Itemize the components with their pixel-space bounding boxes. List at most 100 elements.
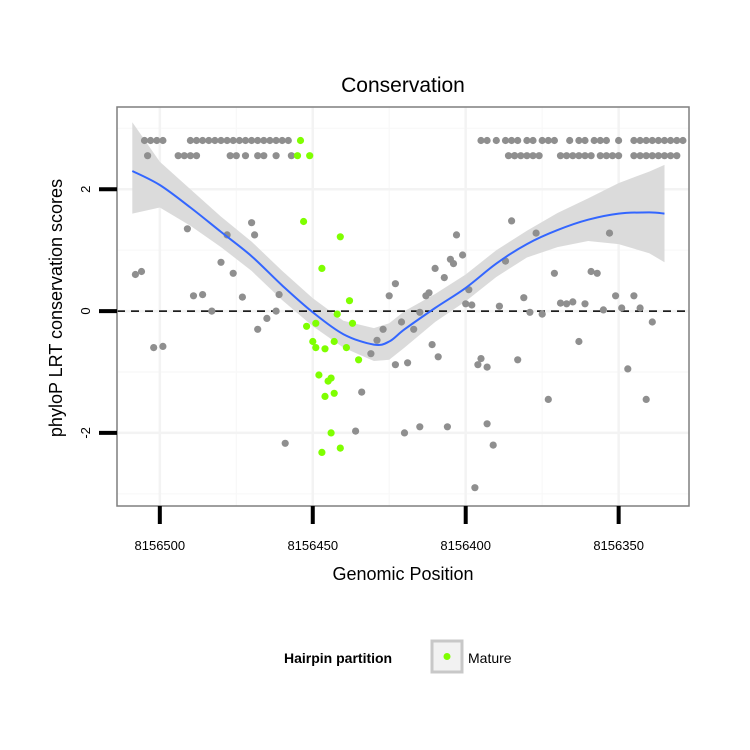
mature-point — [312, 344, 320, 352]
loess-smooth-line — [131, 170, 665, 346]
other-point — [615, 136, 623, 145]
legend-key-mature-point — [443, 653, 451, 660]
other-point — [673, 152, 681, 160]
other-point — [150, 344, 158, 352]
mature-point — [327, 429, 335, 437]
other-point — [404, 359, 412, 367]
other-point — [180, 152, 188, 160]
other-point — [263, 314, 271, 322]
other-point — [608, 152, 617, 160]
other-point — [208, 307, 216, 315]
legend-label-mature: Mature — [468, 650, 512, 666]
y-tick-label: 0 — [78, 307, 93, 314]
other-point — [636, 152, 644, 160]
other-point — [587, 152, 595, 160]
other-point — [654, 152, 663, 160]
mature-point — [333, 310, 341, 318]
other-point — [489, 441, 497, 449]
other-point — [517, 152, 525, 160]
other-point — [602, 136, 611, 145]
other-point — [468, 301, 476, 309]
panel-border — [116, 106, 690, 507]
other-point — [254, 152, 262, 160]
other-point — [284, 136, 292, 145]
other-point — [538, 136, 546, 145]
other-point — [593, 269, 601, 277]
other-point — [223, 136, 231, 145]
other-point — [529, 152, 537, 160]
other-point — [251, 231, 259, 239]
other-point — [474, 361, 482, 369]
other-point — [459, 251, 467, 259]
other-point — [544, 395, 552, 403]
other-point — [248, 136, 256, 145]
other-point — [556, 152, 565, 160]
mature-point — [336, 444, 344, 452]
other-point — [266, 136, 274, 145]
other-point — [462, 300, 470, 308]
legend-key-box — [430, 639, 464, 674]
other-point — [648, 136, 656, 145]
other-point — [642, 152, 650, 160]
other-point — [192, 136, 201, 145]
other-point — [504, 152, 513, 160]
other-point — [431, 264, 439, 272]
mature-point — [330, 389, 338, 397]
other-point — [272, 152, 280, 160]
other-point — [226, 152, 234, 160]
other-point — [174, 152, 182, 160]
confidence-ribbon — [132, 122, 665, 361]
chart-title: Conservation — [341, 74, 465, 97]
other-point — [477, 355, 485, 363]
other-point — [278, 136, 286, 145]
x-tick-label: 8156450 — [287, 538, 338, 553]
mature-point — [318, 264, 326, 272]
other-point — [183, 225, 191, 233]
other-point — [159, 136, 167, 145]
other-point — [535, 152, 543, 160]
mature-point — [336, 233, 344, 241]
mature-point — [300, 217, 308, 226]
other-point — [241, 152, 250, 160]
other-point — [495, 302, 503, 310]
other-point — [636, 304, 644, 312]
mature-point — [324, 377, 332, 385]
other-point — [373, 336, 381, 344]
other-point — [605, 229, 614, 237]
other-point — [590, 136, 598, 145]
other-point — [566, 136, 574, 145]
other-point — [615, 152, 623, 160]
other-point — [358, 388, 366, 396]
other-point — [205, 136, 213, 145]
other-point — [367, 350, 375, 358]
other-point — [192, 152, 201, 160]
other-point — [556, 299, 565, 307]
other-point — [248, 219, 256, 227]
other-point — [379, 325, 387, 333]
other-point — [532, 229, 540, 237]
other-point — [575, 337, 583, 346]
other-point — [391, 280, 399, 288]
other-point — [352, 427, 360, 435]
other-point — [523, 152, 531, 160]
other-point — [563, 300, 571, 308]
x-tick-label: 8156500 — [135, 538, 186, 553]
other-point — [449, 260, 458, 268]
other-point — [648, 152, 656, 160]
other-points — [131, 136, 687, 492]
other-point — [186, 152, 194, 160]
other-point — [199, 291, 207, 299]
other-point — [523, 136, 531, 145]
other-point — [630, 152, 638, 160]
other-point — [281, 439, 289, 447]
mature-point — [306, 152, 314, 160]
other-point — [581, 152, 589, 160]
other-point — [596, 136, 604, 145]
other-point — [514, 136, 522, 145]
other-point — [483, 363, 491, 371]
mature-point — [342, 344, 350, 352]
mature-point — [293, 152, 302, 160]
other-point — [235, 136, 243, 145]
other-point — [510, 152, 519, 160]
